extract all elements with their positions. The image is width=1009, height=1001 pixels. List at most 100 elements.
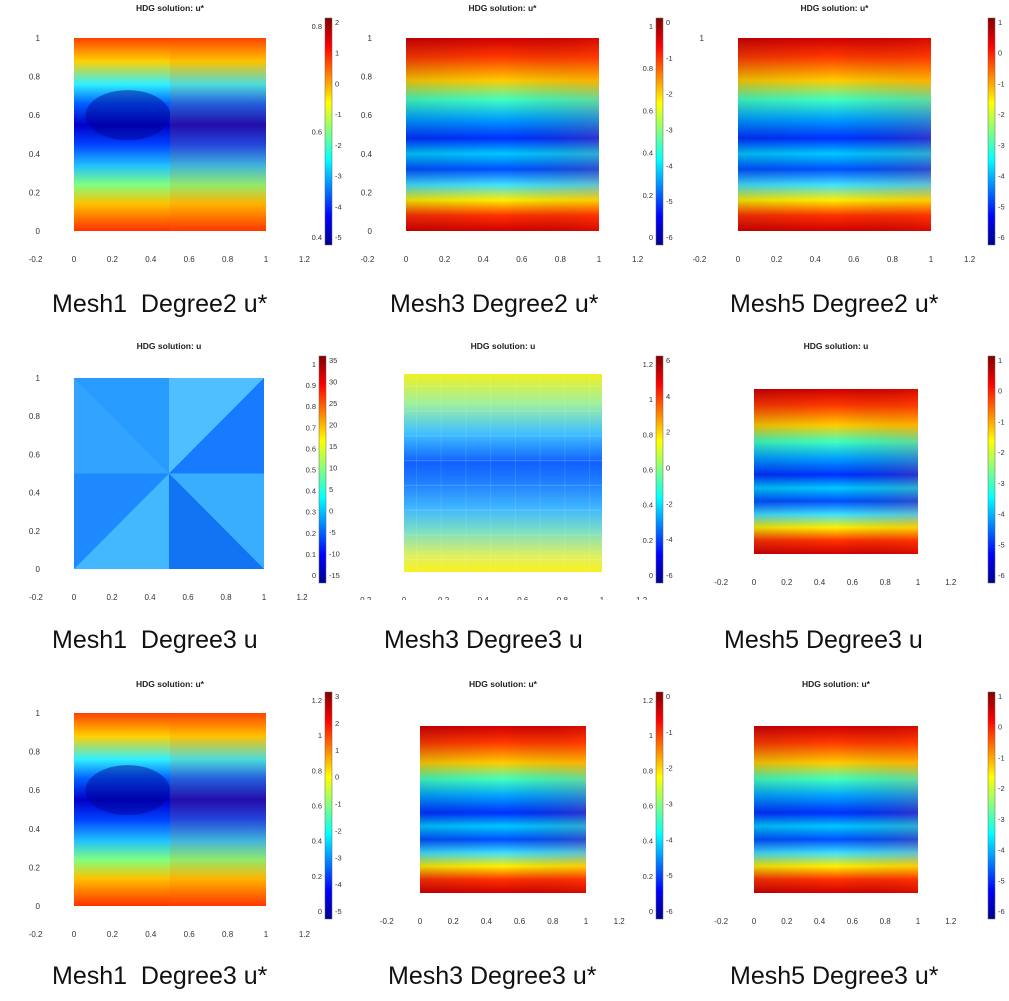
secondary-tick-label: 0.8	[643, 766, 653, 775]
caption-mesh3-degree3-u: Mesh3 Degree3 u	[384, 626, 583, 654]
colorbar-tick-label: 3	[335, 692, 339, 701]
x-tick-label: 0.2	[107, 930, 119, 938]
x-tick-label: 0	[736, 255, 741, 262]
colorbar-tick-label: -4	[998, 172, 1005, 181]
x-tick-label: 0.2	[438, 596, 450, 600]
caption-mesh3-degree2-ustar: Mesh3 Degree2 u*	[390, 290, 599, 318]
colorbar-tick-label: 0	[335, 79, 339, 88]
y-tick-label: 1	[368, 34, 373, 43]
chart-title: HDG solution: u*	[801, 3, 870, 13]
secondary-tick-label: 0	[649, 907, 653, 916]
colorbar-tick-label: -1	[335, 110, 342, 119]
secondary-tick-label: 0.6	[312, 802, 322, 811]
colorbar-tick-label: -2	[335, 141, 342, 150]
colorbar-tick-label: 5	[329, 485, 333, 494]
x-tick-label: 0	[404, 255, 409, 262]
colorbar-tick-label: -3	[998, 479, 1005, 488]
colorbar-tick-label: -4	[666, 835, 673, 844]
y-tick-label: 0.4	[29, 150, 41, 159]
x-tick-label: 0.2	[106, 593, 118, 600]
caption-mesh5-degree2-ustar: Mesh5 Degree2 u*	[730, 290, 939, 318]
x-tick-label: 0.4	[145, 930, 157, 938]
secondary-tick-label: 0.6	[312, 128, 322, 137]
heatmap-panel-mesh5-degree3-ustar: HDG solution: u* -0.2 0 0.2 0.4 0.6 0.8 1 1.2 1 0 -…	[714, 679, 1005, 926]
colorbar	[655, 17, 664, 246]
x-tick-label: 0.2	[448, 917, 460, 926]
secondary-tick-label: 1.2	[643, 360, 653, 369]
colorbar-tick-label: -2	[998, 784, 1005, 793]
colorbar-tick-label: 25	[329, 399, 337, 408]
x-tick-label: -0.2	[714, 578, 728, 587]
x-tick-label: 0	[418, 917, 423, 926]
secondary-tick-label: 0.6	[643, 466, 653, 475]
x-tick-label: -0.2	[358, 596, 372, 600]
colorbar	[987, 355, 996, 584]
colorbar-tick-label: 0	[666, 464, 670, 473]
x-tick-label: 0.6	[848, 255, 860, 262]
secondary-tick-label: 0.1	[306, 550, 316, 559]
colorbar-tick-label: -5	[329, 528, 336, 537]
y-tick-label: 0.2	[29, 527, 41, 536]
y-tick-label: 0.8	[361, 73, 373, 82]
heatmap-panel-mesh1-degree3-u: HDG solution: u 1 0.8 0.6 0.4 0.2 0 -0.2 0 0.2 0.4…	[29, 341, 340, 600]
x-tick-label: 0.4	[814, 917, 826, 926]
x-tick-label: 0.6	[516, 255, 528, 262]
colorbar-tick-label: -1	[998, 753, 1005, 762]
chart-title: HDG solution: u	[471, 341, 536, 351]
colorbar-tick-label: 0	[998, 723, 1002, 732]
y-tick-label: 0.8	[29, 748, 41, 757]
caption-mesh5-degree3-u: Mesh5 Degree3 u	[724, 626, 923, 654]
y-tick-label: 0.6	[29, 111, 41, 120]
colorbar-tick-label: -6	[666, 571, 673, 580]
x-tick-label: 0	[72, 930, 77, 938]
colorbar-tick-label: -4	[335, 880, 342, 889]
y-tick-label: 1	[36, 709, 41, 718]
secondary-tick-label: 0.4	[643, 837, 653, 846]
secondary-tick-label: 0.6	[643, 802, 653, 811]
x-tick-label: 1	[916, 578, 921, 587]
x-tick-label: 1	[264, 255, 269, 262]
secondary-tick-label: 0.2	[306, 529, 316, 538]
colorbar-tick-label: -5	[998, 540, 1005, 549]
secondary-tick-label: 1	[649, 395, 653, 404]
secondary-tick-label: 0.2	[643, 872, 653, 881]
x-tick-label: 0.8	[222, 930, 234, 938]
x-tick-label: 1	[584, 917, 589, 926]
secondary-tick-label: 1	[318, 731, 322, 740]
heatmap-panel-mesh1-degree2-ustar: HDG solution: u* 1 0.8 0.6 0.4 0.2 0 -0.2 0 0.2 0.…	[29, 3, 342, 262]
colorbar-tick-label: -2	[998, 448, 1005, 457]
x-tick-label: 0	[752, 917, 757, 926]
colorbar-tick-label: -4	[998, 510, 1005, 519]
y-tick-label: 1	[36, 34, 41, 43]
colorbar-tick-label: -4	[666, 161, 673, 170]
colorbar-tick-label: -2	[666, 90, 673, 99]
colorbar-tick-label: -4	[998, 846, 1005, 855]
colorbar-tick-label: 1	[335, 746, 339, 755]
chart-title: HDG solution: u*	[136, 679, 205, 689]
colorbar-tick-label: -5	[335, 233, 342, 242]
x-tick-label: 0.6	[514, 917, 526, 926]
x-tick-label: -0.2	[29, 930, 43, 938]
secondary-tick-label: 0.7	[306, 423, 316, 432]
colorbar-tick-label: 2	[666, 428, 670, 437]
x-tick-label: 0.6	[184, 255, 196, 262]
colorbar	[324, 17, 333, 246]
colorbar-tick-label: -1	[335, 800, 342, 809]
x-tick-label: 0.8	[220, 593, 232, 600]
secondary-tick-label: 0.4	[312, 233, 322, 242]
secondary-tick-label: 1	[649, 731, 653, 740]
secondary-tick-label: 1.2	[312, 696, 322, 705]
caption-mesh5-degree3-ustar: Mesh5 Degree3 u*	[730, 962, 939, 990]
colorbar	[655, 355, 664, 584]
secondary-tick-label: 0.2	[312, 872, 322, 881]
x-tick-label: -0.2	[693, 255, 707, 262]
x-tick-label: 0.4	[144, 593, 156, 600]
caption-mesh3-degree3-ustar: Mesh3 Degree3 u*	[388, 962, 597, 990]
colorbar-tick-label: -1	[998, 417, 1005, 426]
secondary-tick-label: 0.5	[306, 466, 316, 475]
colorbar-tick-label: 1	[998, 692, 1002, 701]
colorbar	[987, 691, 996, 920]
chart-title: HDG solution: u	[804, 341, 869, 351]
colorbar-tick-label: -5	[666, 871, 673, 880]
heatmap-panel-mesh3-degree3-ustar: HDG solution: u* -0.2 0 0.2 0.4 0.6 0.8 1 1.2 0 -1…	[380, 679, 673, 926]
